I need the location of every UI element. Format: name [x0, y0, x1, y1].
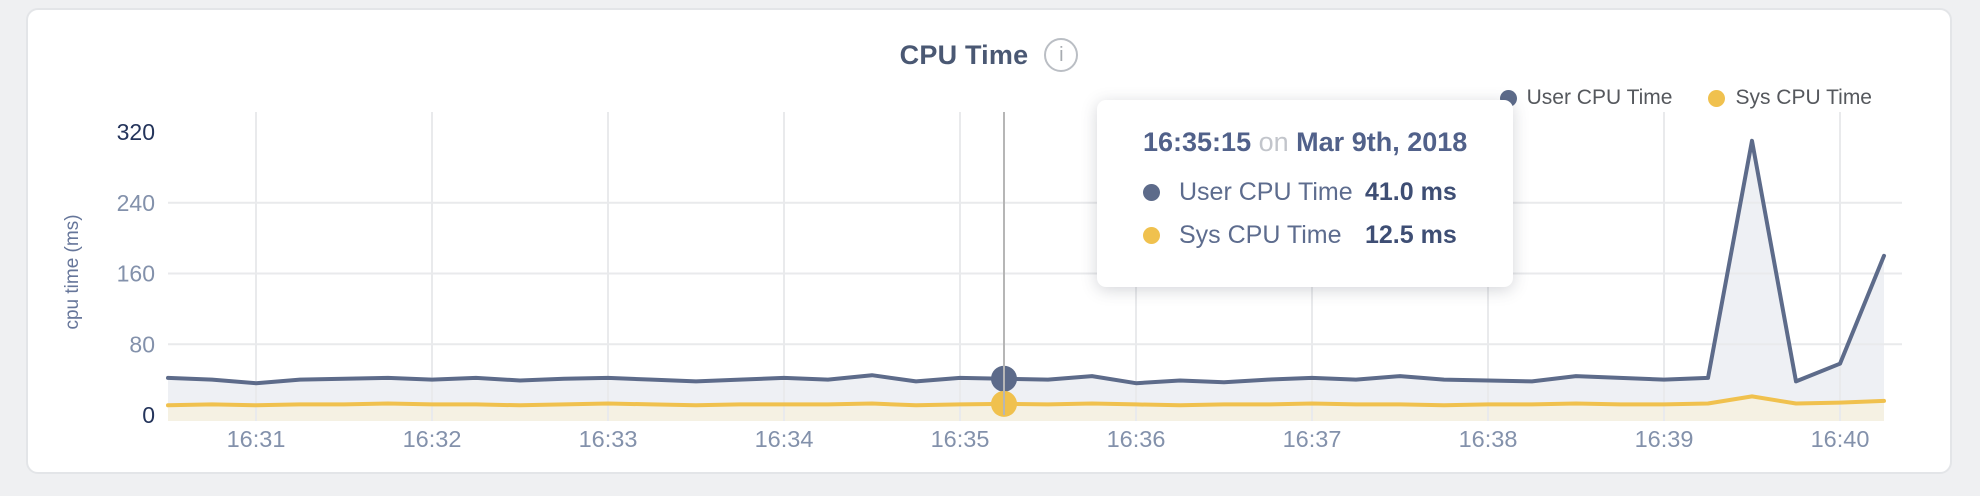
x-tick-label: 16:36: [1107, 426, 1166, 452]
x-tick-label: 16:37: [1283, 426, 1342, 452]
user-cpu-time-dot-icon: [1143, 184, 1160, 201]
chart-header: CPU Time i: [26, 38, 1952, 72]
y-tick-label: 320: [117, 119, 155, 145]
chart-title: CPU Time: [899, 39, 1029, 70]
y-axis-title: cpu time (ms): [62, 214, 83, 329]
chart-tooltip: 16:35:15 on Mar 9th, 2018 User CPU Time …: [1097, 100, 1513, 287]
x-tick-label: 16:31: [227, 426, 286, 452]
x-tick-label: 16:38: [1459, 426, 1518, 452]
tooltip-date: Mar 9th, 2018: [1296, 127, 1468, 157]
tooltip-row-user-cpu-time: User CPU Time 41.0 ms: [1143, 171, 1513, 214]
y-tick-label: 0: [142, 402, 155, 428]
legend-label: User CPU Time: [1526, 86, 1673, 109]
legend-item-user-cpu-time: User CPU Time: [1499, 86, 1673, 110]
sys-cpu-time-dot-icon: [1143, 227, 1160, 244]
tooltip-conjunction: on: [1258, 127, 1289, 157]
tooltip-row-sys-cpu-time: Sys CPU Time 12.5 ms: [1143, 214, 1513, 257]
y-tick-label: 80: [129, 331, 155, 357]
user-cpu-time-line: [166, 138, 1886, 386]
legend-item-sys-cpu-time: Sys CPU Time: [1708, 86, 1872, 110]
tooltip-series-value: 41.0 ms: [1365, 178, 1457, 206]
y-tick-label: 240: [117, 190, 155, 216]
sys-cpu-time-legend-dot: [1708, 89, 1726, 107]
y-tick-label: 160: [117, 261, 155, 287]
x-tick-label: 16:33: [579, 426, 638, 452]
sys-cpu-time-line: [166, 394, 1886, 408]
info-icon[interactable]: i: [1044, 38, 1079, 72]
x-tick-label: 16:32: [403, 426, 462, 452]
tooltip-series-value: 12.5 ms: [1365, 221, 1457, 249]
chart-legend: User CPU Time Sys CPU Time: [1499, 86, 1872, 110]
x-tick-label: 16:39: [1635, 426, 1694, 452]
user-cpu-time-area: [168, 140, 1884, 422]
tooltip-series-label: User CPU Time: [1179, 178, 1353, 206]
x-tick-label: 16:35: [931, 426, 990, 452]
tooltip-time: 16:35:15: [1143, 127, 1252, 157]
legend-label: Sys CPU Time: [1735, 86, 1872, 109]
tooltip-series-label: Sys CPU Time: [1179, 221, 1342, 249]
x-tick-label: 16:34: [755, 426, 814, 452]
x-tick-label: 16:40: [1811, 426, 1870, 452]
tooltip-header: 16:35:15 on Mar 9th, 2018: [1143, 127, 1513, 158]
sys-cpu-time-area: [168, 396, 1884, 421]
